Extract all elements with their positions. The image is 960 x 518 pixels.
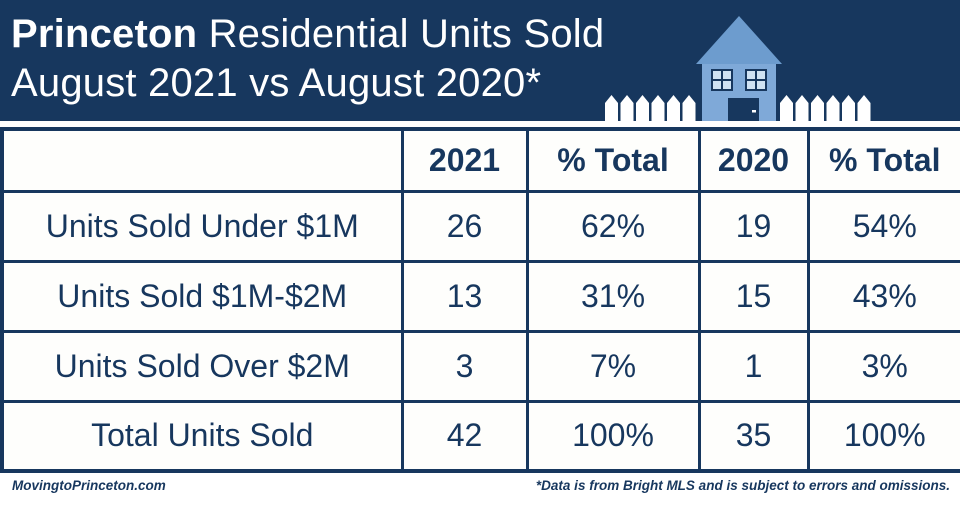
table-row-1m-2m: Units Sold $1M-$2M 13 31% 15 43%: [0, 259, 960, 333]
table-row-total: Total Units Sold 42 100% 35 100%: [0, 399, 960, 473]
cell-pct-2020: 100%: [806, 399, 960, 473]
cell-units-2021: 13: [400, 259, 529, 333]
title-rest: Residential Units Sold: [197, 12, 605, 56]
cell-units-2020: 15: [697, 259, 810, 333]
house-with-picket-fence-icon: [605, 16, 871, 121]
header-cell-pct-2020: % Total: [806, 127, 960, 193]
table-row-under-1m: Units Sold Under $1M 26 62% 19 54%: [0, 189, 960, 263]
cell-pct-2021: 31%: [525, 259, 701, 333]
cell-pct-2020: 3%: [806, 329, 960, 403]
page-title: Princeton Residential Units Sold August …: [11, 10, 604, 108]
cell-units-2021: 26: [400, 189, 529, 263]
title-brand: Princeton: [11, 12, 198, 56]
house-window-left: [711, 69, 733, 91]
header-cell-2020: 2020: [697, 127, 810, 193]
cell-units-2020: 19: [697, 189, 810, 263]
cell-pct-2020: 54%: [806, 189, 960, 263]
house-door: [728, 98, 759, 121]
title-line-2: August 2021 vs August 2020*: [11, 61, 542, 105]
cell-units-2020: 35: [697, 399, 810, 473]
row-label: Units Sold $1M-$2M: [0, 259, 404, 333]
picket-fence-left: [605, 95, 696, 121]
cell-units-2021: 3: [400, 329, 529, 403]
header-cell-pct-2021: % Total: [525, 127, 701, 193]
cell-units-2021: 42: [400, 399, 529, 473]
table-row-over-2m: Units Sold Over $2M 3 7% 1 3%: [0, 329, 960, 403]
house-window-right: [745, 69, 767, 91]
cell-pct-2020: 43%: [806, 259, 960, 333]
cell-pct-2021: 100%: [525, 399, 701, 473]
header-cell-empty: [0, 127, 404, 193]
header-banner: Princeton Residential Units Sold August …: [0, 0, 960, 121]
table-header-row: 2021 % Total 2020 % Total: [0, 127, 960, 193]
picket-fence-right: [780, 95, 871, 121]
door-knob: [752, 110, 756, 113]
cell-units-2020: 1: [697, 329, 810, 403]
data-disclaimer: *Data is from Bright MLS and is subject …: [535, 477, 950, 493]
cell-pct-2021: 7%: [525, 329, 701, 403]
footer-bar: MovingtoPrinceton.com *Data is from Brig…: [0, 473, 960, 499]
title-line-1: Princeton Residential Units Sold: [11, 10, 604, 59]
units-sold-table: 2021 % Total 2020 % Total Units Sold Und…: [0, 127, 960, 473]
header-cell-2021: 2021: [400, 127, 529, 193]
row-label: Units Sold Over $2M: [0, 329, 404, 403]
row-label: Total Units Sold: [0, 399, 404, 473]
site-credit: MovingtoPrinceton.com: [12, 477, 166, 493]
row-label: Units Sold Under $1M: [0, 189, 404, 263]
house-roof: [696, 16, 782, 64]
cell-pct-2021: 62%: [525, 189, 701, 263]
